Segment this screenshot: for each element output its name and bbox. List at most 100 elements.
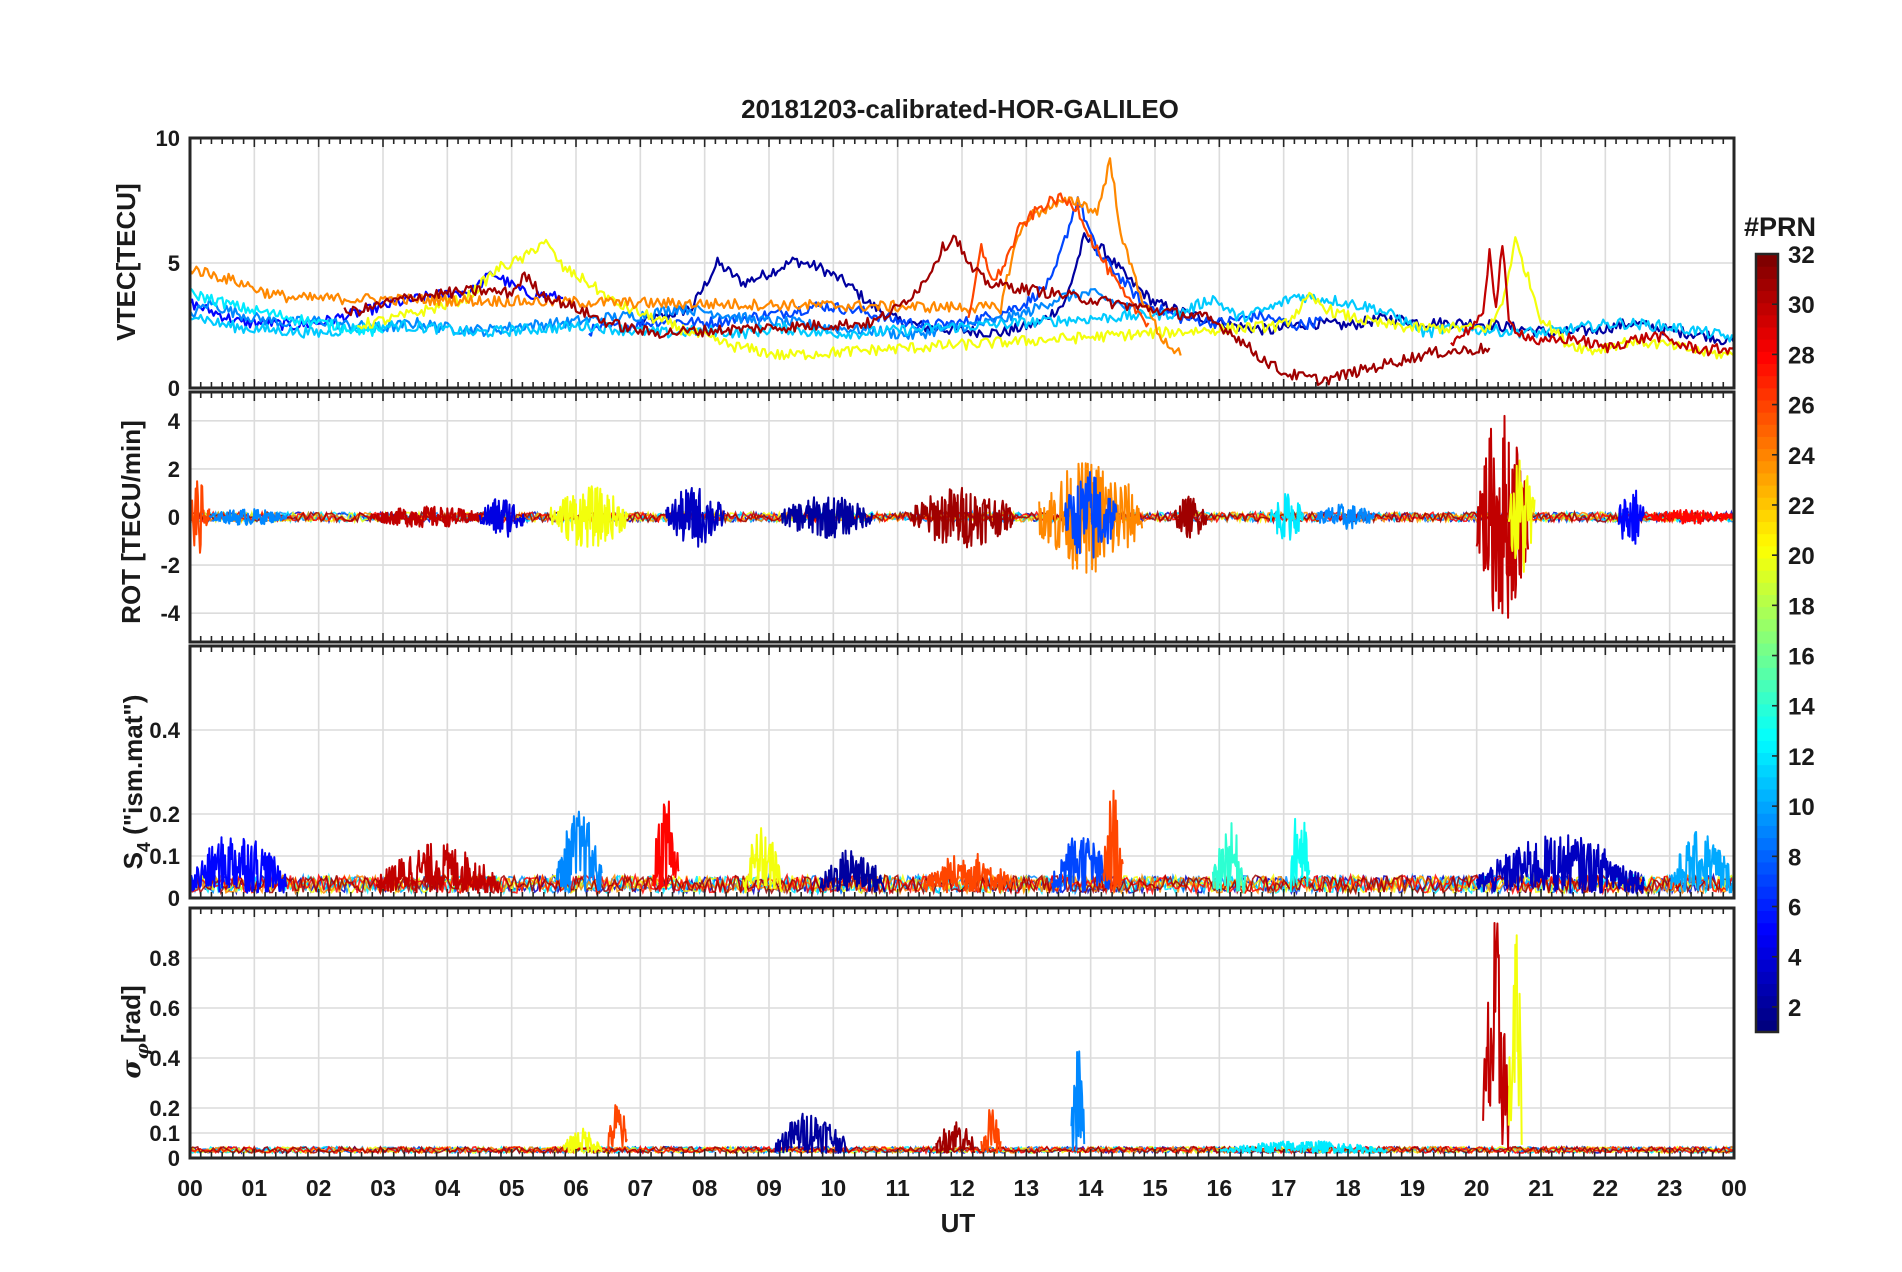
x-tick-label: 19	[1400, 1175, 1426, 1201]
colorbar-segment	[1756, 254, 1778, 267]
series-line	[190, 287, 384, 337]
x-tick-label: 00	[1721, 1175, 1747, 1201]
burst-trace	[549, 485, 629, 548]
colorbar-tick-label: 24	[1788, 443, 1815, 470]
x-axis: 00 01 02 03 04 05 06 07 08 09 10 11 12 13 14 15 16 17 18 19…	[177, 1175, 1747, 1201]
series-line	[343, 234, 1491, 387]
colorbar-segment	[1756, 618, 1778, 632]
y-tick-label: 0.1	[149, 1121, 180, 1146]
burst-trace	[774, 1112, 848, 1154]
y-tick-label: 0	[168, 886, 180, 911]
burst-trace	[1475, 834, 1645, 894]
colorbar-segment	[1756, 412, 1778, 425]
colorbar-tick-label: 16	[1788, 644, 1815, 671]
y-axis-label-sigma-phi: σφ[rad]	[116, 985, 153, 1078]
burst-trace	[1315, 503, 1375, 530]
burst-trace	[555, 810, 603, 893]
x-tick-label: 02	[306, 1175, 332, 1201]
colorbar-segment	[1756, 849, 1778, 863]
colorbar-segment	[1756, 630, 1778, 644]
burst-trace	[1063, 471, 1118, 559]
colorbar-tick-label: 30	[1788, 292, 1815, 319]
colorbar-tick-label: 4	[1788, 945, 1802, 972]
x-tick-label: 06	[563, 1175, 589, 1201]
colorbar-segment	[1756, 302, 1778, 316]
burst-trace	[922, 852, 1015, 894]
x-tick-label: 07	[628, 1175, 654, 1201]
colorbar-tick-label: 28	[1788, 342, 1815, 369]
colorbar-segment	[1756, 497, 1778, 510]
y-tick-label: 0.2	[149, 802, 180, 827]
plot-frame	[188, 906, 1736, 1160]
series-line	[967, 192, 1150, 328]
y-tick-label: -2	[160, 553, 180, 578]
colorbar-segment	[1756, 1019, 1778, 1033]
x-tick-label: 08	[692, 1175, 718, 1201]
panel-sigma-phi: 00.10.2 0.4 0.6 0.8	[149, 906, 1736, 1171]
x-tick-label: 10	[821, 1175, 847, 1201]
x-tick-label: 13	[1014, 1175, 1040, 1201]
colorbar-segment	[1756, 655, 1778, 668]
panel-s4: 0 0.1 0.2 0.4	[149, 644, 1736, 911]
colorbar-segment	[1756, 339, 1778, 352]
colorbar-segment	[1756, 472, 1778, 486]
colorbar-segment	[1756, 995, 1778, 1009]
burst-trace	[1269, 493, 1304, 541]
colorbar-segment	[1756, 387, 1778, 401]
colorbar-segment	[1756, 910, 1778, 924]
plot-frame	[188, 390, 1736, 644]
x-axis-label: UT	[941, 1208, 976, 1238]
y-tick-label: 0.2	[149, 1096, 180, 1121]
colorbar-segment	[1756, 606, 1778, 620]
colorbar-segment	[1756, 776, 1778, 790]
colorbar-segment	[1756, 314, 1778, 328]
colorbar-segment	[1756, 351, 1778, 365]
x-tick-label: 04	[435, 1175, 461, 1201]
colorbar-segment	[1756, 436, 1778, 450]
x-tick-label: 00	[177, 1175, 203, 1201]
y-tick-label: 2	[168, 457, 180, 482]
y-tick-label: 0.8	[149, 946, 180, 971]
colorbar-segment	[1756, 971, 1778, 984]
series-line	[190, 288, 1143, 340]
colorbar-segment	[1756, 278, 1778, 292]
x-tick-label: 23	[1657, 1175, 1683, 1201]
colorbar-segment	[1756, 521, 1778, 535]
burst-trace	[208, 508, 288, 526]
x-tick-label: 12	[949, 1175, 975, 1201]
y-tick-label: 0.6	[149, 996, 180, 1021]
burst-trace	[1482, 922, 1510, 1150]
colorbar-segment	[1756, 703, 1778, 717]
colorbar-segment	[1756, 898, 1778, 912]
burst-trace	[935, 1121, 976, 1154]
colorbar-segment	[1756, 290, 1778, 304]
colorbar-tick-label: 20	[1788, 543, 1815, 570]
colorbar-tick-label: 12	[1788, 744, 1815, 771]
x-tick-label: 16	[1207, 1175, 1233, 1201]
colorbar-segment	[1756, 557, 1778, 571]
x-tick-label: 17	[1271, 1175, 1297, 1201]
burst-trace	[1643, 509, 1734, 525]
y-tick-label: 4	[168, 409, 181, 434]
colorbar-segment	[1756, 679, 1778, 693]
colorbar-segment	[1756, 424, 1778, 437]
y-tick-label: 0.4	[149, 718, 180, 743]
plot-frame	[188, 136, 1736, 390]
colorbar-segment	[1756, 922, 1778, 936]
colorbar-segment	[1756, 1007, 1778, 1021]
burst-trace	[1070, 1050, 1086, 1152]
colorbar-segment	[1756, 570, 1778, 583]
x-tick-label: 21	[1528, 1175, 1554, 1201]
burst-trace	[652, 800, 680, 892]
colorbar-segment	[1756, 740, 1778, 754]
burst-trace	[375, 842, 500, 894]
series-line	[190, 293, 1734, 343]
colorbar-tick-label: 22	[1788, 493, 1815, 520]
burst-trace	[369, 505, 487, 529]
burst-trace	[1211, 822, 1247, 894]
y-tick-label: 0	[168, 1146, 180, 1171]
colorbar-segment	[1756, 375, 1778, 389]
burst-trace	[1218, 1140, 1387, 1154]
